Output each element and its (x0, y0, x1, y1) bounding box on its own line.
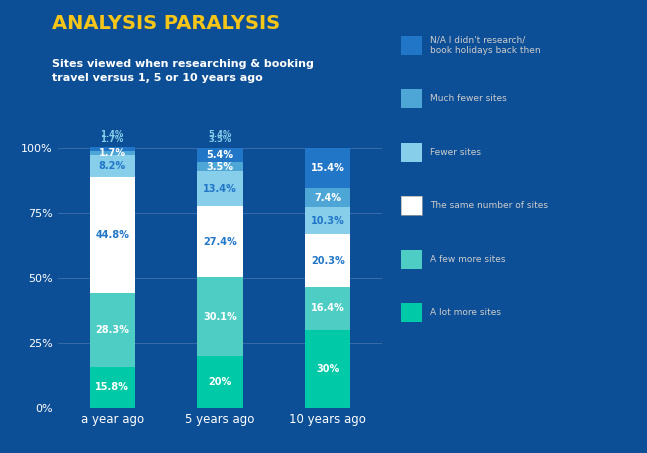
Text: 30.1%: 30.1% (203, 312, 237, 322)
Text: 28.3%: 28.3% (95, 325, 129, 335)
Text: Fewer sites: Fewer sites (430, 148, 481, 157)
Bar (197, 277, 243, 356)
Text: 1.4%: 1.4% (100, 130, 124, 139)
Text: 15.4%: 15.4% (311, 163, 345, 173)
Text: N/A I didn't research/
book holidays back then: N/A I didn't research/ book holidays bac… (430, 35, 540, 55)
Text: Sites viewed when researching & booking
travel versus 1, 5 or 10 years ago: Sites viewed when researching & booking … (52, 59, 314, 83)
Text: 20%: 20% (208, 377, 232, 387)
Bar (89, 155, 135, 177)
Text: A lot more sites: A lot more sites (430, 308, 501, 317)
Text: 3.5%: 3.5% (206, 162, 234, 172)
Bar (305, 330, 351, 408)
Bar (197, 206, 243, 277)
Text: Much fewer sites: Much fewer sites (430, 94, 507, 103)
Text: 3.5%: 3.5% (208, 135, 232, 144)
Text: 15.8%: 15.8% (95, 382, 129, 392)
Text: 20.3%: 20.3% (311, 255, 345, 265)
Text: 1.7%: 1.7% (98, 148, 126, 158)
Text: 44.8%: 44.8% (95, 230, 129, 240)
Text: 5.4%: 5.4% (206, 150, 234, 160)
Text: 10.3%: 10.3% (311, 216, 345, 226)
Text: The same number of sites: The same number of sites (430, 201, 547, 210)
Text: 5.4%: 5.4% (208, 130, 232, 139)
Text: 1.7%: 1.7% (100, 135, 124, 144)
Text: 16.4%: 16.4% (311, 304, 345, 313)
Text: 7.4%: 7.4% (314, 193, 342, 203)
Bar (89, 151, 135, 155)
Text: ANALYSIS PARALYSIS: ANALYSIS PARALYSIS (52, 14, 280, 33)
Text: A few more sites: A few more sites (430, 255, 505, 264)
Bar (89, 293, 135, 366)
Text: 8.2%: 8.2% (98, 161, 126, 171)
Bar (305, 188, 351, 207)
Bar (305, 234, 351, 287)
Bar (197, 148, 243, 162)
Bar (197, 356, 243, 408)
Bar (89, 147, 135, 151)
Bar (305, 207, 351, 234)
Bar (305, 148, 351, 188)
Bar (89, 366, 135, 408)
Bar (197, 162, 243, 171)
Bar (197, 171, 243, 206)
Text: 13.4%: 13.4% (203, 184, 237, 194)
Bar (89, 177, 135, 293)
Bar (305, 287, 351, 330)
Text: 30%: 30% (316, 364, 340, 374)
Text: 27.4%: 27.4% (203, 237, 237, 247)
